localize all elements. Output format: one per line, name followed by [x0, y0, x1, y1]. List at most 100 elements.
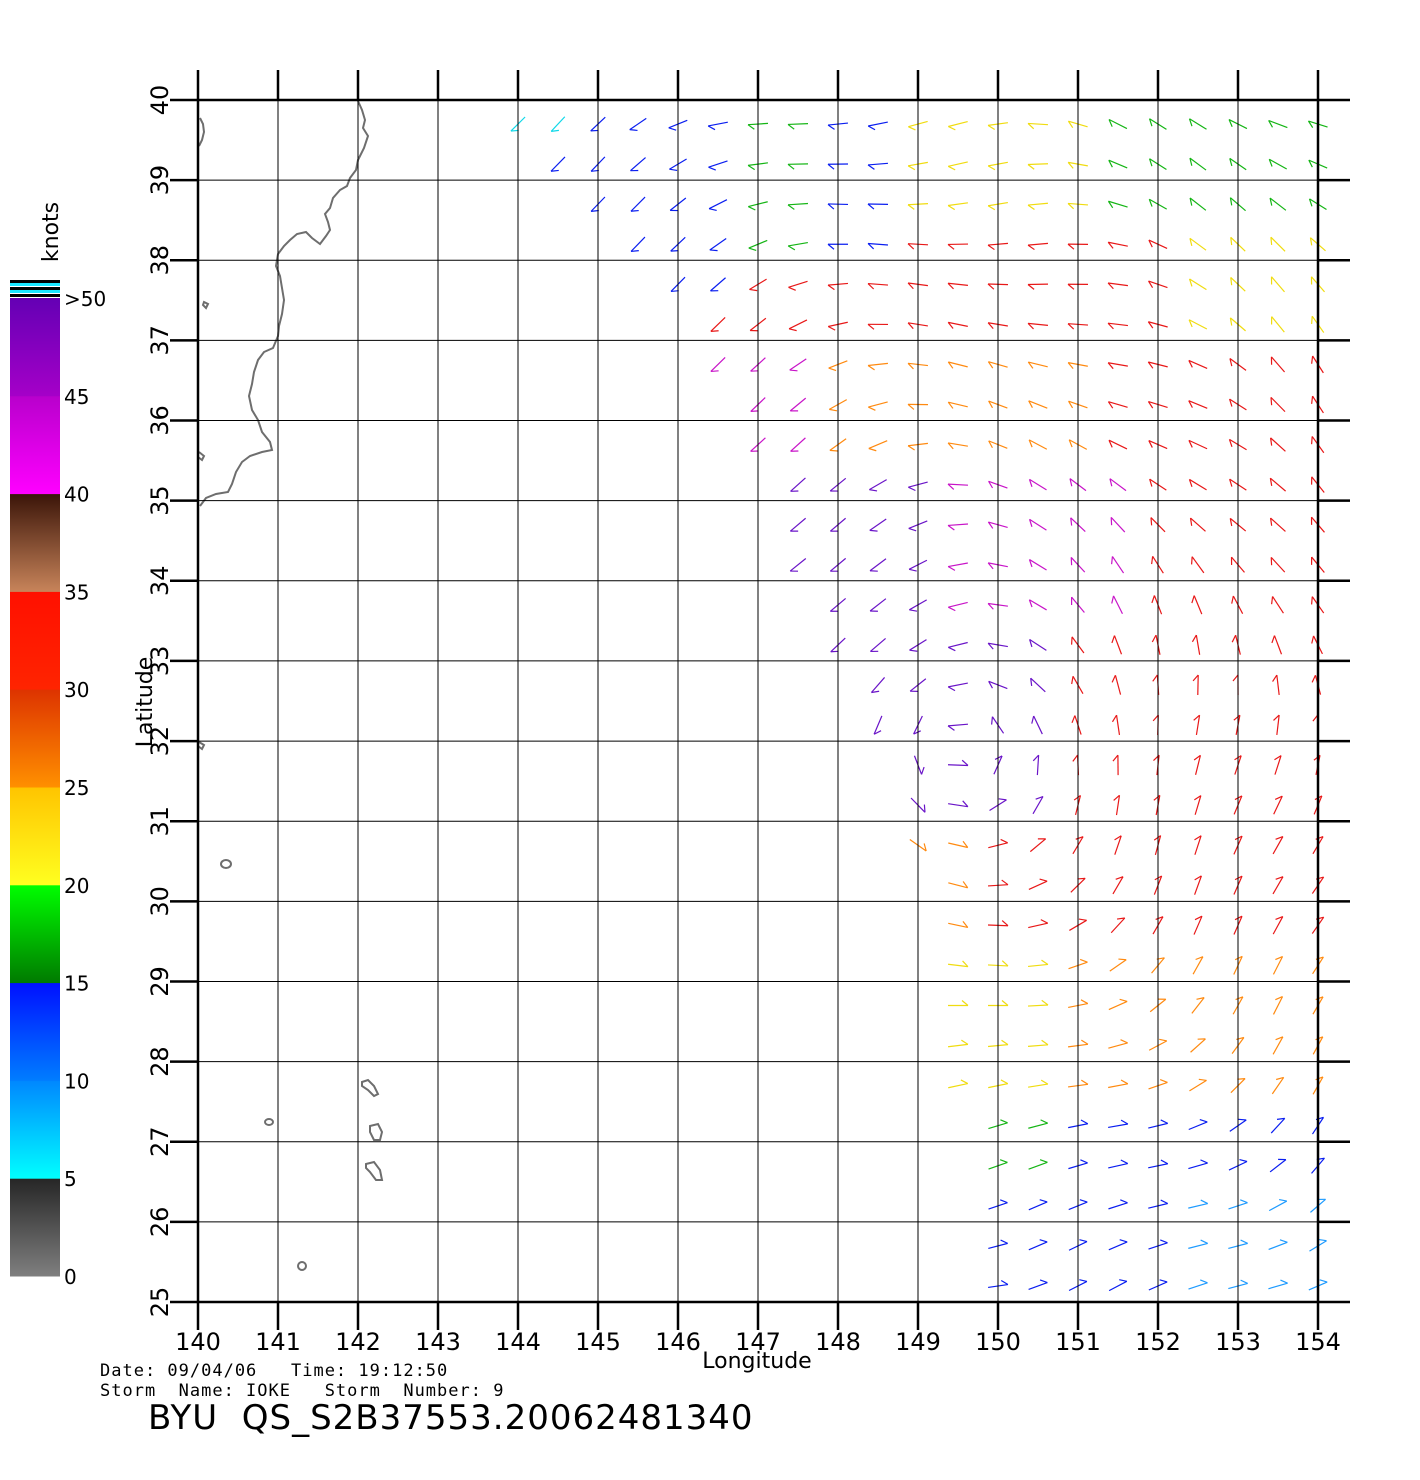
wind-vector-barb — [923, 843, 927, 852]
wind-vector-barb — [1194, 795, 1202, 801]
wind-vector-barb — [1080, 1159, 1088, 1164]
wind-vector-barb — [1028, 519, 1033, 527]
wind-vector-barb — [1275, 955, 1283, 961]
wind-vector-barb — [1120, 1039, 1128, 1044]
wind-vector-barb — [1079, 1279, 1088, 1283]
wind-vector-barb — [1229, 197, 1233, 206]
wind-vector-barb — [1194, 875, 1202, 881]
wind-vector-barb — [629, 129, 638, 132]
wind-vector-barb — [1159, 1279, 1168, 1283]
wind-vector — [948, 202, 968, 207]
wind-vector-barb — [1311, 675, 1317, 683]
wind-vector-barb — [708, 166, 716, 171]
wind-vector-barb — [1160, 1119, 1168, 1124]
wind-vector-barb — [1311, 596, 1313, 605]
date-time-line: Date: 09/04/06 Time: 19:12:50 — [100, 1361, 449, 1381]
wind-vector-barb — [1040, 1119, 1048, 1124]
wind-vector-barb — [1270, 237, 1273, 246]
wind-vector — [1188, 1242, 1208, 1249]
wind-vector-barb — [1039, 1279, 1048, 1284]
wind-vector-barb — [1189, 197, 1193, 206]
wind-vector-barb — [1188, 360, 1193, 368]
wind-vector — [1028, 400, 1048, 409]
wind-vector-barb — [988, 440, 993, 449]
wind-vector — [869, 598, 887, 612]
wind-vector-barb — [987, 521, 994, 529]
wind-vector — [1108, 1000, 1128, 1011]
wind-vector-barb — [1035, 795, 1044, 800]
wind-vector — [869, 479, 887, 491]
wind-vector-barb — [1067, 283, 1075, 290]
wind-vector-barb — [1120, 1159, 1129, 1165]
wind-vector-barb — [1229, 358, 1233, 367]
y-tick-labels: 25 26 27 28 29 30 31 32 33 34 35 36 37 38 39 40 — [146, 85, 174, 1318]
colorbar-segment — [10, 395, 60, 495]
wind-vector-barb — [1147, 321, 1154, 329]
wind-vector — [1270, 396, 1286, 413]
wind-vector-barb — [1039, 878, 1048, 882]
wind-vector-barb — [867, 283, 875, 290]
wind-vector-barb — [1067, 120, 1074, 129]
wind-vector-barb — [1237, 1077, 1246, 1080]
wind-vector-barb — [1001, 1000, 1009, 1006]
wind-vector-barb — [988, 681, 993, 689]
wind-vector-barb — [1271, 596, 1274, 605]
wind-vector — [867, 162, 889, 166]
wind-vector-barb — [1079, 1199, 1088, 1203]
wind-vector — [1189, 118, 1207, 130]
wind-vector-barb — [1311, 316, 1313, 325]
wind-vector-barb — [867, 203, 875, 210]
colorbar-segment — [10, 884, 60, 984]
wind-vector-barb — [1270, 397, 1273, 406]
coastline-islet-c — [197, 741, 206, 751]
wind-vector-barb — [1235, 996, 1244, 1001]
wind-vector-barb — [749, 288, 758, 292]
wind-vector — [1191, 997, 1205, 1014]
wind-vector-barb — [1067, 202, 1075, 210]
wind-vector-barb — [1041, 1039, 1049, 1046]
wind-vector — [1193, 595, 1203, 615]
wind-vector — [1027, 1004, 1049, 1007]
wind-vector-barb — [908, 486, 916, 492]
wind-vector — [1032, 796, 1044, 815]
wind-vector-barb — [1028, 479, 1033, 487]
wind-vector-barb — [1070, 517, 1073, 526]
wind-vector-barb — [1067, 362, 1074, 370]
wind-vector-barb — [1107, 362, 1114, 370]
wind-vector-barb — [748, 247, 757, 251]
wind-vector — [867, 282, 889, 286]
wind-vector — [708, 121, 728, 127]
wind-vector — [1027, 202, 1049, 206]
colorbar-segment — [10, 787, 60, 886]
colorbar-label: 35 — [64, 580, 89, 604]
wind-vector-barb — [1120, 1199, 1128, 1204]
wind-vector — [1108, 1042, 1128, 1049]
wind-vectors — [510, 116, 1328, 1292]
wind-vector — [948, 361, 968, 368]
wind-vector-barb — [907, 362, 914, 370]
wind-vector — [1028, 1083, 1048, 1088]
wind-vector-barb — [947, 401, 954, 409]
wind-vector — [1108, 200, 1128, 208]
wind-vector-barb — [1119, 998, 1128, 1003]
wind-vector — [1272, 916, 1284, 935]
wind-vector-barb — [1148, 239, 1153, 248]
wind-vector — [1190, 1038, 1206, 1053]
wind-vector — [1036, 755, 1040, 776]
wind-vector — [1272, 996, 1284, 1015]
wind-vector-barb — [1111, 595, 1115, 604]
wind-vector-barb — [1194, 835, 1202, 841]
wind-vector-barb — [1271, 635, 1276, 644]
wind-vector — [788, 241, 808, 247]
wind-vector — [1188, 1121, 1208, 1131]
wind-vector-barb — [669, 168, 678, 172]
wind-vector — [1108, 282, 1128, 287]
wind-vector — [629, 117, 647, 131]
island-small-b — [297, 1261, 307, 1271]
wind-vector — [1109, 478, 1127, 492]
wind-vector — [1268, 119, 1288, 129]
wind-vector-barb — [1189, 517, 1193, 526]
wind-vector-barb — [961, 1000, 969, 1006]
wind-vector-barb — [1081, 1039, 1089, 1045]
